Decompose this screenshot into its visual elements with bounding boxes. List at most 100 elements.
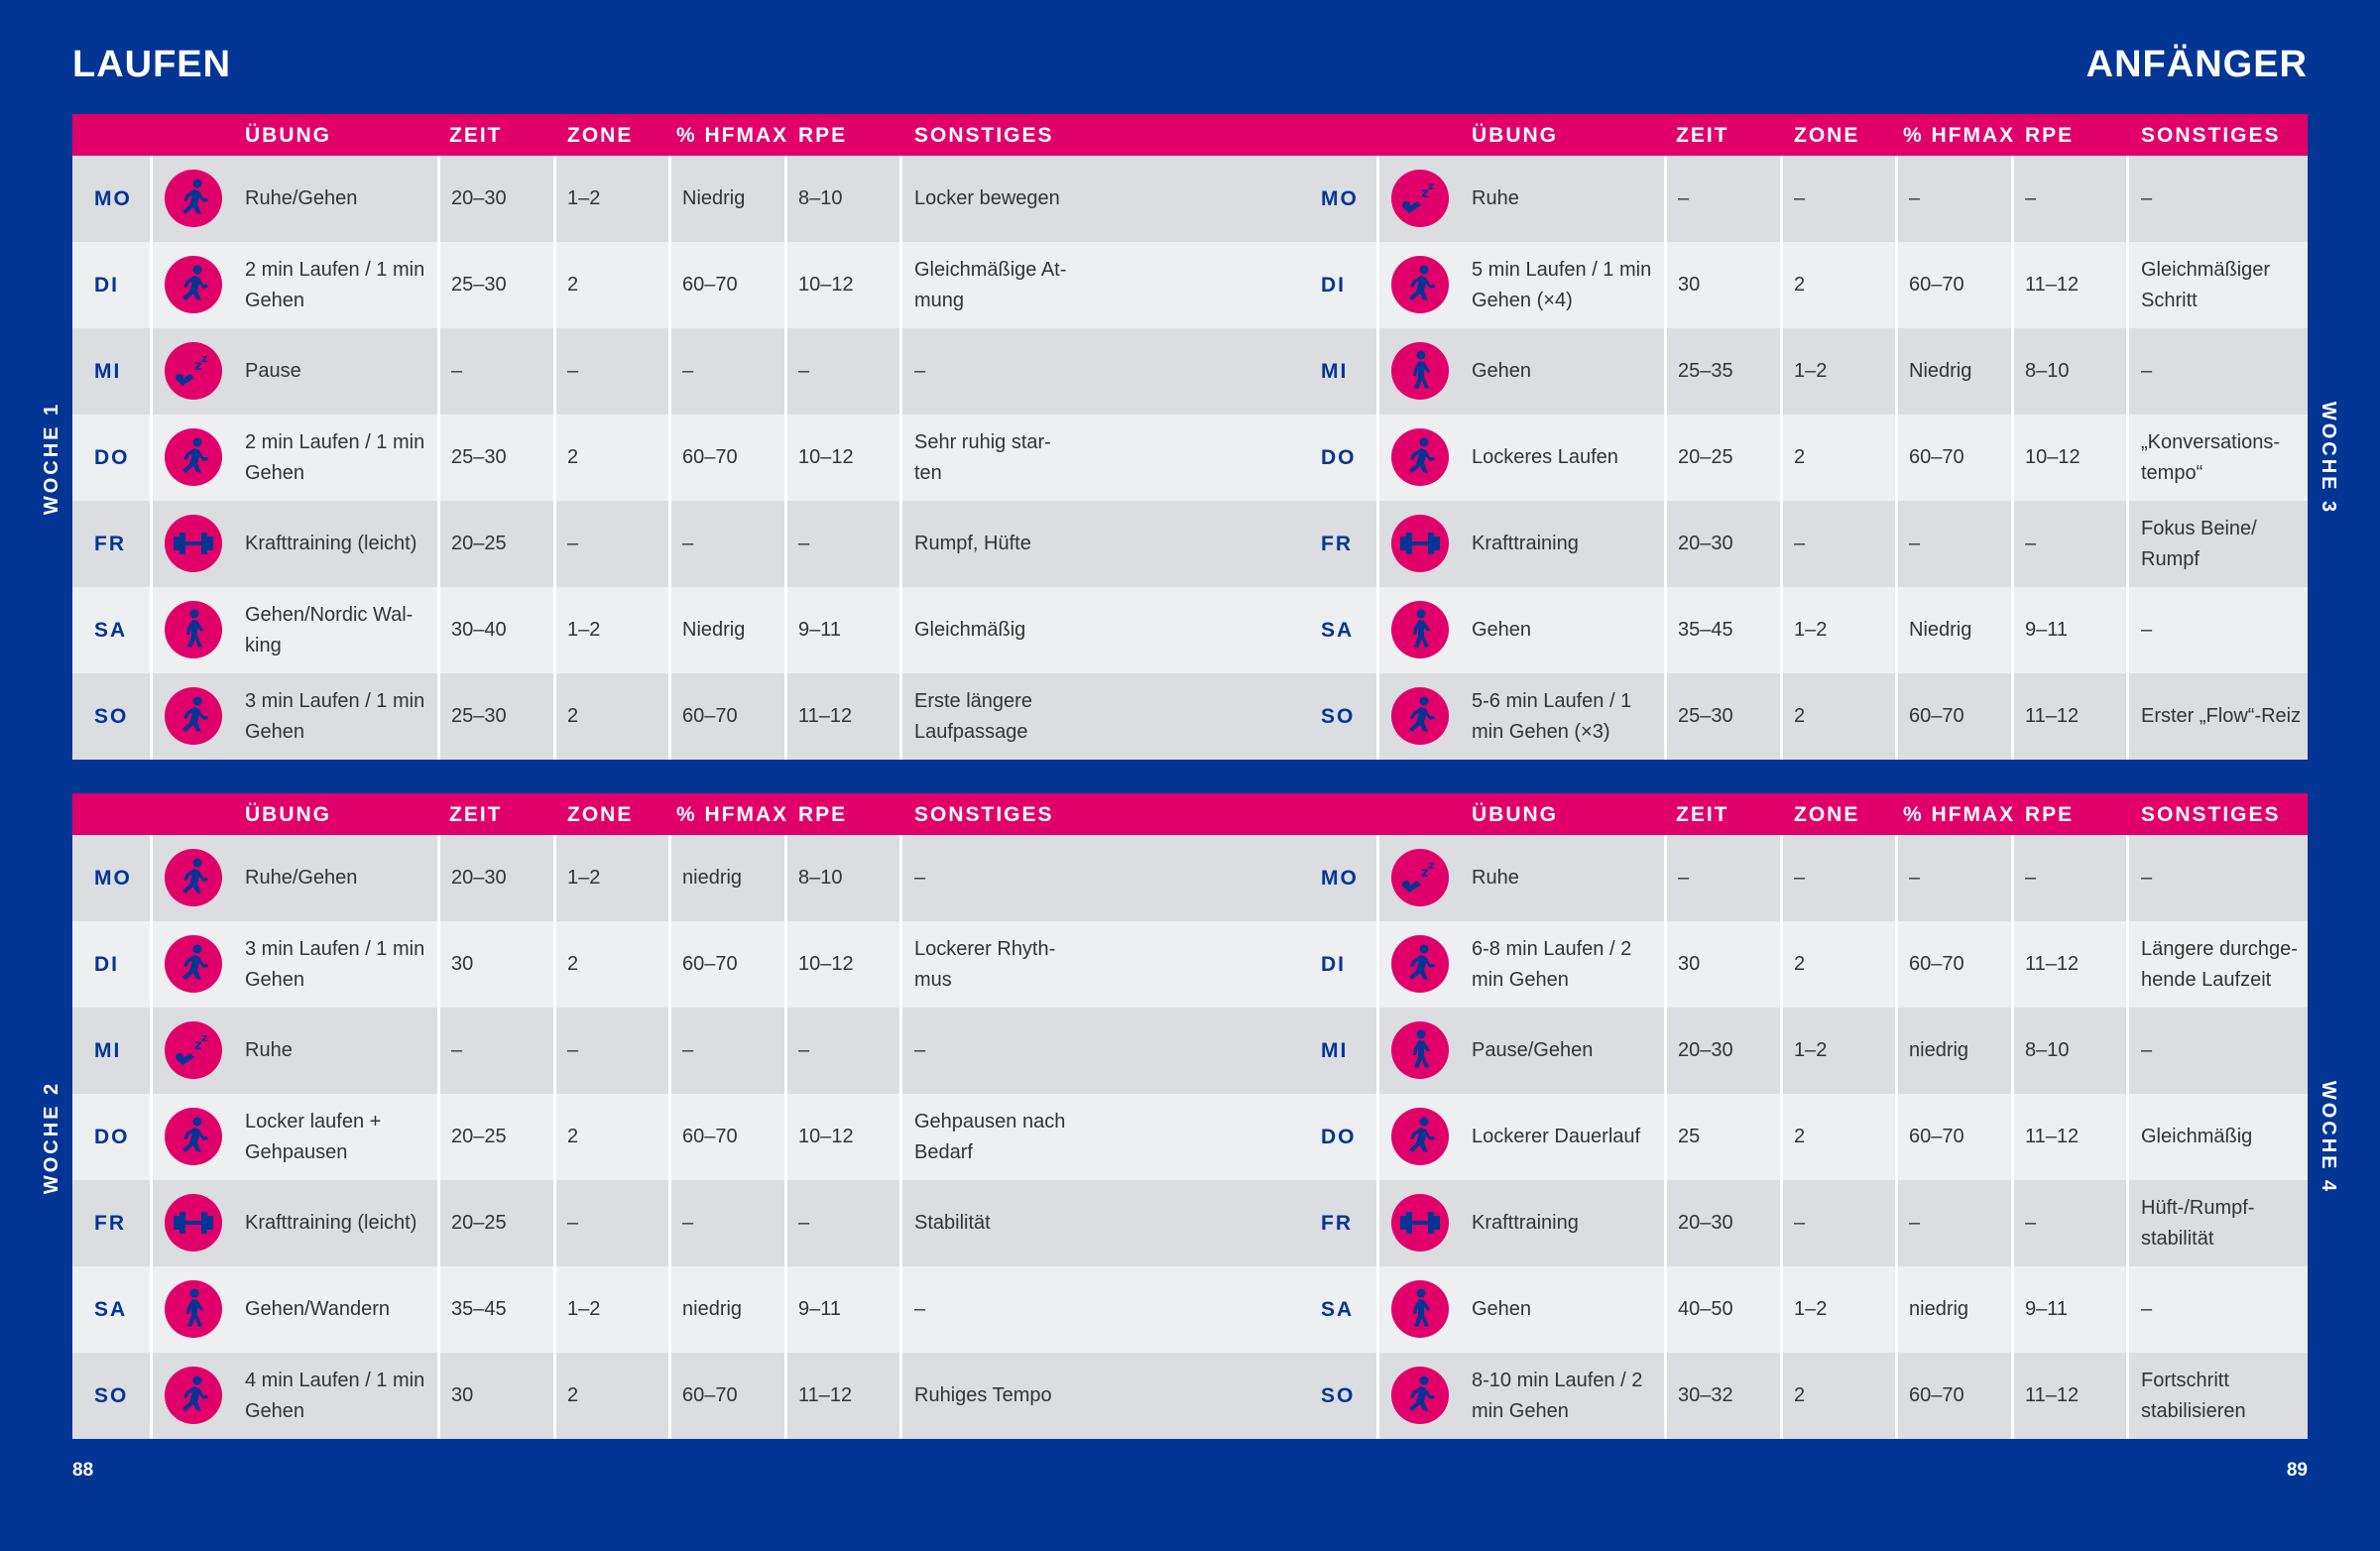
exercise-cell: Ruhe/Gehen [245, 867, 358, 889]
time-cell: 30 [451, 1384, 474, 1406]
run-icon [165, 256, 222, 313]
hfmax-cell: – [682, 1039, 694, 1061]
rpe-cell: 9–11 [798, 1298, 842, 1320]
table-row [72, 1094, 2308, 1180]
notes-cell: Erster „Flow“-Reiz [2141, 705, 2302, 727]
exercise-cell: 3 min Laufen / 1 min Gehen [245, 689, 425, 743]
day-label: MO [94, 867, 132, 890]
table-row [72, 328, 2308, 415]
column-divider [668, 156, 671, 760]
rpe-cell: 11–12 [798, 705, 853, 727]
day-label: MO [1321, 187, 1359, 210]
exercise-cell: 4 min Laufen / 1 min Gehen [245, 1369, 425, 1422]
time-cell: 20–30 [1678, 1039, 1733, 1061]
table-row [72, 501, 2308, 587]
run-icon [165, 849, 222, 906]
column-header: SONSTIGES [914, 803, 1054, 826]
notes-cell: – [2141, 360, 2153, 382]
notes-cell: „Konversations-tempo“ [2141, 430, 2281, 484]
svg-text:z: z [1428, 859, 1434, 872]
column-header: RPE [798, 124, 848, 147]
run-icon [165, 170, 222, 227]
svg-text:z: z [194, 359, 202, 374]
exercise-cell: 2 min Laufen / 1 min Gehen [245, 430, 425, 484]
run-icon [1391, 1367, 1449, 1424]
exercise-cell: Krafttraining [1472, 533, 1579, 554]
column-header: ÜBUNG [1472, 124, 1558, 147]
rpe-cell: – [2025, 187, 2037, 209]
column-header: ZEIT [449, 124, 503, 147]
exercise-cell: Ruhe [245, 1039, 293, 1061]
notes-cell: Gleichmäßige At-mung [914, 258, 1067, 311]
table-row [72, 415, 2308, 501]
svg-text:z: z [194, 1038, 202, 1053]
notes-cell: Fokus Beine/Rumpf [2141, 517, 2257, 570]
table-header: ÜBUNG ZEIT ZONE % HFMAX RPE SONSTIGES ÜBUNG ZEI… [72, 793, 2308, 835]
hfmax-cell: – [682, 1212, 694, 1234]
zone-cell: 1–2 [1794, 1298, 1828, 1320]
hfmax-cell: – [682, 360, 694, 382]
rpe-cell: – [2025, 867, 2037, 889]
rpe-cell: 11–12 [2025, 953, 2080, 975]
time-cell: – [451, 360, 463, 382]
day-label: DO [94, 446, 130, 469]
exercise-cell: 8-10 min Laufen / 2 min Gehen [1472, 1369, 1643, 1422]
column-header: ZEIT [1676, 803, 1729, 826]
rpe-cell: – [798, 1212, 810, 1234]
rpe-cell: 8–10 [2025, 1039, 2070, 1061]
zone-cell: 1–2 [567, 867, 601, 889]
rpe-cell: 11–12 [2025, 1384, 2080, 1406]
notes-cell: – [2141, 867, 2153, 889]
day-label: DI [94, 953, 119, 976]
hfmax-cell: 60–70 [1909, 1126, 1964, 1147]
time-cell: 20–30 [451, 867, 507, 889]
day-label: DO [94, 1126, 130, 1148]
day-label: FR [94, 1212, 126, 1235]
notes-cell: – [914, 1298, 926, 1320]
day-label: DI [1321, 274, 1346, 297]
exercise-cell: 3 min Laufen / 1 min Gehen [245, 937, 425, 991]
column-divider [899, 156, 902, 760]
column-divider [1376, 156, 1379, 760]
notes-cell: Gleichmäßig [2141, 1126, 2253, 1147]
hfmax-cell: – [1909, 187, 1921, 209]
table-row [72, 1008, 2308, 1094]
run-icon [1391, 687, 1449, 745]
zone-cell: 2 [1794, 705, 1806, 727]
zone-cell: – [567, 1212, 579, 1234]
day-label: SA [94, 619, 128, 642]
rpe-cell: 9–11 [798, 619, 842, 641]
notes-cell: Hüft-/Rumpf-stabilität [2141, 1196, 2255, 1250]
zone-cell: 1–2 [567, 187, 601, 209]
svg-text:z: z [201, 352, 207, 365]
column-header: SONSTIGES [914, 124, 1054, 147]
hfmax-cell: Niedrig [682, 619, 746, 641]
table-row [72, 587, 2308, 673]
zone-cell: 1–2 [1794, 1039, 1828, 1061]
day-label: SA [94, 1298, 128, 1321]
table-row [72, 242, 2308, 328]
hfmax-cell: niedrig [682, 867, 743, 889]
time-cell: 20–30 [1678, 1212, 1733, 1234]
column-divider [784, 835, 787, 1439]
column-divider [2011, 835, 2014, 1439]
exercise-cell: 2 min Laufen / 1 min Gehen [245, 258, 425, 311]
zone-cell: 1–2 [1794, 360, 1828, 382]
column-divider [1895, 156, 1898, 760]
rpe-cell: 9–11 [2025, 1298, 2069, 1320]
zone-cell: 1–2 [1794, 619, 1828, 641]
day-label: FR [1321, 533, 1353, 555]
table-row [72, 156, 2308, 242]
zone-cell: 2 [567, 705, 579, 727]
day-label: FR [1321, 1212, 1353, 1235]
hfmax-cell: 60–70 [1909, 1384, 1964, 1406]
rpe-cell: 8–10 [798, 187, 843, 209]
column-divider [784, 156, 787, 760]
rpe-cell: – [798, 533, 810, 554]
svg-text:z: z [201, 1031, 207, 1044]
notes-cell: Gleichmäßiger Schritt [2141, 258, 2271, 311]
table-row [72, 1266, 2308, 1353]
rpe-cell: 11–12 [798, 1384, 853, 1406]
